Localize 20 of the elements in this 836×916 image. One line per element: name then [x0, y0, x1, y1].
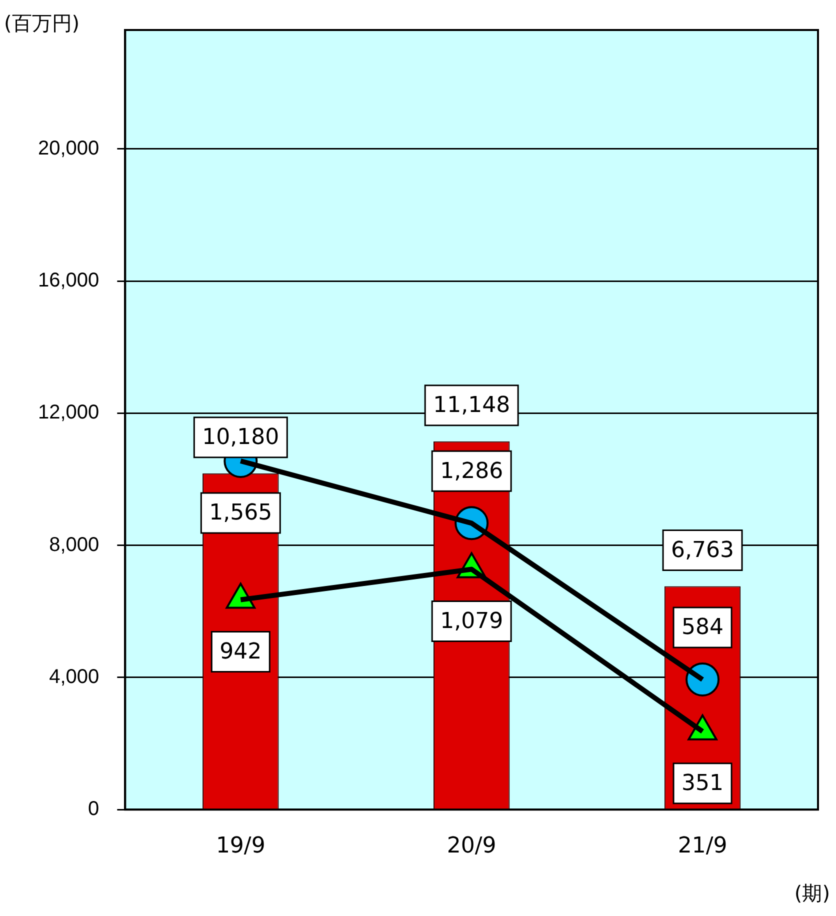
data-label: 351 — [682, 771, 724, 796]
data-label: 942 — [220, 639, 262, 664]
x-axis-title: (期) — [794, 880, 830, 907]
data-label: 11,148 — [433, 393, 510, 418]
x-tick-label: 20/9 — [446, 834, 496, 859]
y-tick-label: 20,000 — [38, 137, 100, 160]
y-axis-title: (百万円) — [4, 10, 80, 37]
data-label: 1,565 — [209, 500, 272, 526]
data-label: 584 — [682, 615, 724, 640]
y-tick-label: 16,000 — [38, 270, 100, 292]
x-tick-label: 21/9 — [678, 834, 728, 859]
y-tick-label: 0 — [88, 798, 100, 820]
y-tick-label: 8,000 — [49, 534, 100, 556]
data-label: 1,286 — [440, 458, 504, 484]
data-label: 10,180 — [202, 425, 280, 450]
y-tick-label: 12,000 — [38, 402, 100, 424]
data-label: 6,763 — [671, 538, 734, 563]
y-tick-label: 4,000 — [49, 666, 100, 688]
x-tick-label: 19/9 — [216, 834, 266, 859]
data-label: 1,079 — [440, 608, 504, 634]
